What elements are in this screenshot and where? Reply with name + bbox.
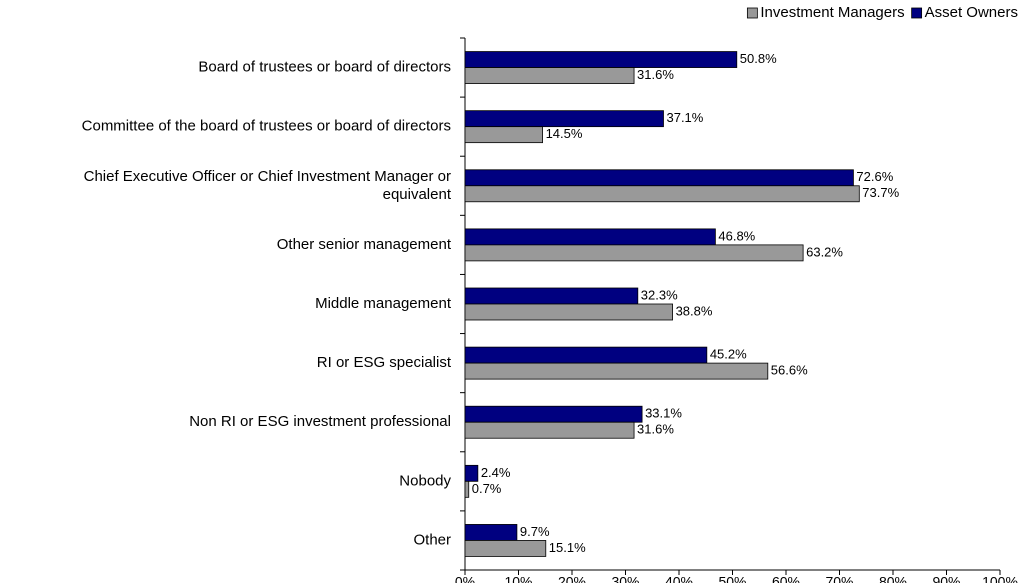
value-label: 0.7% xyxy=(472,481,502,496)
value-label: 73.7% xyxy=(862,185,899,200)
bar xyxy=(464,110,664,128)
bar xyxy=(464,244,804,262)
x-tick-label: 30% xyxy=(611,574,639,583)
bar xyxy=(464,126,543,144)
value-label: 31.6% xyxy=(637,67,674,82)
x-tick-label: 50% xyxy=(718,574,746,583)
value-label: 56.6% xyxy=(771,363,808,378)
x-tick-label: 0% xyxy=(455,574,475,583)
bar xyxy=(464,524,518,541)
bar xyxy=(464,480,470,498)
value-label: 32.3% xyxy=(641,287,678,302)
category-label: RI or ESG specialist xyxy=(317,354,452,371)
bar xyxy=(464,169,854,187)
x-tick-label: 100% xyxy=(982,574,1018,583)
x-tick-label: 40% xyxy=(665,574,693,583)
bar xyxy=(464,185,860,203)
category-label: Non RI or ESG investment professional xyxy=(189,413,451,430)
category-label: Other senior management xyxy=(277,236,452,253)
bar xyxy=(464,464,479,482)
x-tick-label: 10% xyxy=(504,574,532,583)
value-label: 45.2% xyxy=(710,347,747,362)
legend-label: Asset Owners xyxy=(925,4,1018,21)
bar xyxy=(464,540,547,557)
bar xyxy=(464,362,769,380)
x-tick-label: 80% xyxy=(879,574,907,583)
category-label: Board of trustees or board of directors xyxy=(198,59,451,76)
x-tick-label: 90% xyxy=(932,574,960,583)
value-label: 72.6% xyxy=(856,169,893,184)
value-label: 37.1% xyxy=(666,110,703,125)
value-label: 38.8% xyxy=(676,303,713,318)
category-label: Other xyxy=(413,531,451,548)
value-label: 31.6% xyxy=(637,422,674,437)
category-label: Committee of the board of trustees or bo… xyxy=(82,118,451,135)
category-label: Middle management xyxy=(315,295,452,312)
legend-label: Investment Managers xyxy=(760,4,904,21)
value-label: 2.4% xyxy=(481,465,511,480)
value-label: 14.5% xyxy=(546,126,583,141)
value-label: 50.8% xyxy=(740,51,777,66)
value-label: 15.1% xyxy=(549,540,586,555)
x-tick-label: 70% xyxy=(825,574,853,583)
value-label: 9.7% xyxy=(520,524,550,539)
value-label: 46.8% xyxy=(718,228,755,243)
category-label: Nobody xyxy=(399,472,451,489)
bar xyxy=(464,51,738,68)
bar xyxy=(464,421,635,439)
x-tick-label: 20% xyxy=(558,574,586,583)
bar xyxy=(464,228,716,246)
bar xyxy=(464,346,708,364)
legend-swatch xyxy=(911,7,923,19)
bar xyxy=(464,303,673,321)
value-label: 33.1% xyxy=(645,406,682,421)
bar xyxy=(464,287,639,305)
x-tick-label: 60% xyxy=(772,574,800,583)
bar xyxy=(464,405,643,423)
value-label: 63.2% xyxy=(806,244,843,259)
category-label: Chief Executive Officer or Chief Investm… xyxy=(84,168,452,203)
legend-swatch xyxy=(746,7,758,19)
bar xyxy=(464,67,635,84)
